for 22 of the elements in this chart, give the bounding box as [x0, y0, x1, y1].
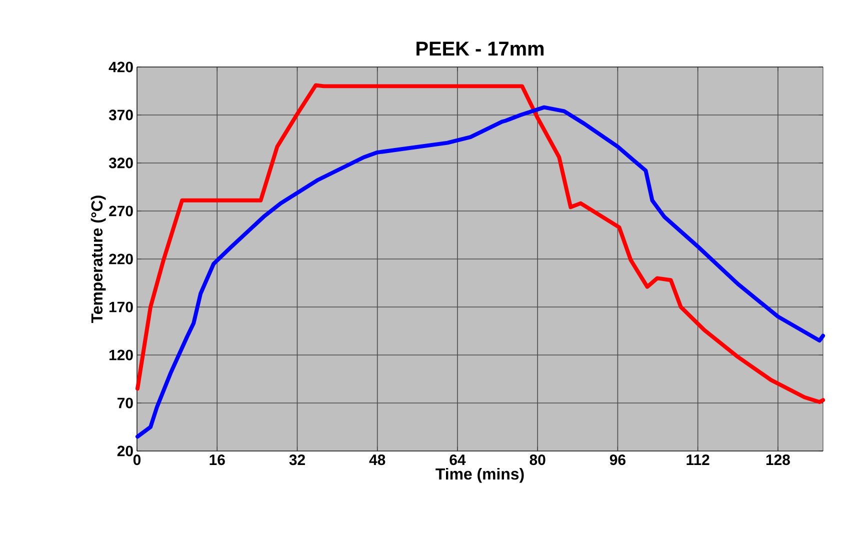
- x-tick-label: 48: [369, 454, 386, 466]
- y-tick-label: 420: [108, 62, 133, 72]
- x-tick-label: 96: [610, 454, 626, 466]
- x-axis-title: Time (mins): [436, 468, 524, 483]
- y-tick-label: 170: [109, 302, 133, 312]
- x-tick-label: 0: [133, 454, 141, 466]
- x-tick-label: 112: [686, 454, 710, 465]
- y-tick-label: 120: [109, 350, 133, 360]
- y-tick-label: 20: [117, 446, 133, 456]
- line-series: [136, 105, 826, 439]
- y-tick-label: 320: [108, 158, 133, 168]
- x-tick-label: 16: [210, 454, 225, 466]
- x-tick-label: 80: [530, 454, 546, 466]
- y-tick-label: 220: [109, 254, 133, 264]
- chart-title: PEEK - 17mm: [416, 42, 544, 56]
- y-tick-label: 270: [109, 206, 133, 216]
- x-tick-label: 64: [450, 454, 466, 466]
- y-tick-label: 370: [108, 110, 133, 120]
- y-axis-title: Temperature (°C): [90, 196, 106, 323]
- x-tick-label: 32: [289, 454, 305, 466]
- y-tick-label: 70: [118, 398, 133, 408]
- x-tick-label: 128: [766, 454, 790, 466]
